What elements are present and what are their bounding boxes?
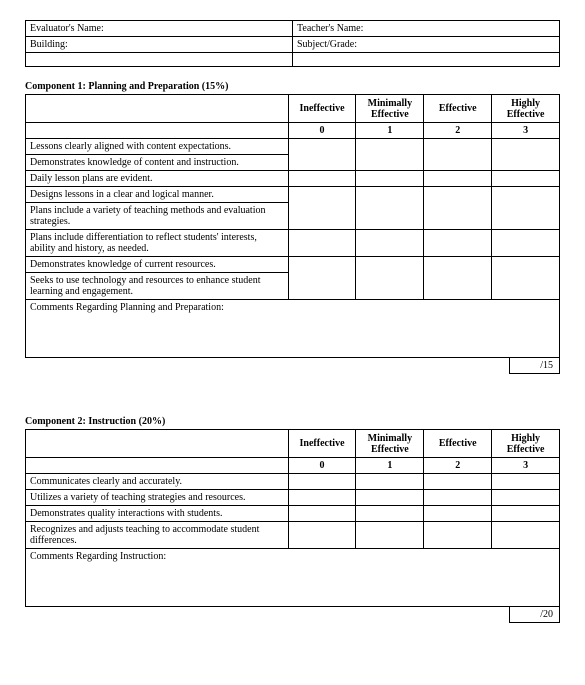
score-cell: 1 [356,123,424,139]
rating-header: Ineffective [288,430,356,458]
rating-cell [424,506,492,522]
rating-cell [492,230,560,257]
item-cell: Lessons clearly aligned with content exp… [26,139,289,155]
rating-cell [492,490,560,506]
item-cell: Demonstrates knowledge of content and in… [26,155,289,171]
rating-cell [356,230,424,257]
subject-cell: Subject/Grade: [293,37,560,53]
blank-cell [26,458,289,474]
score-cell: 0 [288,458,356,474]
item-cell: Daily lesson plans are evident. [26,171,289,187]
rating-cell [288,139,356,171]
rating-cell [288,474,356,490]
component1-table: Ineffective Minimally Effective Effectiv… [25,94,560,358]
rating-cell [424,139,492,171]
rating-cell [492,171,560,187]
item-cell: Designs lessons in a clear and logical m… [26,187,289,203]
rating-cell [424,230,492,257]
blank-header [26,430,289,458]
rating-cell [356,474,424,490]
comments-cell: Comments Regarding Planning and Preparat… [26,300,560,358]
item-cell: Plans include differentiation to reflect… [26,230,289,257]
rating-cell [356,257,424,300]
item-cell: Plans include a variety of teaching meth… [26,203,289,230]
score-cell: 3 [492,458,560,474]
rating-header: Minimally Effective [356,430,424,458]
rating-header: Effective [424,430,492,458]
rating-cell [356,490,424,506]
rating-cell [288,490,356,506]
rating-cell [288,257,356,300]
rating-cell [424,257,492,300]
rating-header: Highly Effective [492,430,560,458]
teacher-name-cell: Teacher's Name: [293,21,560,37]
item-cell: Recognizes and adjusts teaching to accom… [26,522,289,549]
rating-cell [492,257,560,300]
rating-cell [492,474,560,490]
rating-header: Highly Effective [492,95,560,123]
item-cell: Communicates clearly and accurately. [26,474,289,490]
score-cell: 3 [492,123,560,139]
rating-cell [288,506,356,522]
rating-cell [424,187,492,230]
blank-cell [293,53,560,67]
component2-total: /20 [509,607,560,623]
score-cell: 1 [356,458,424,474]
blank-cell [26,53,293,67]
rating-cell [356,506,424,522]
score-cell: 2 [424,123,492,139]
rating-cell [424,490,492,506]
item-cell: Seeks to use technology and resources to… [26,273,289,300]
item-cell: Demonstrates quality interactions with s… [26,506,289,522]
rating-cell [288,522,356,549]
blank-header [26,95,289,123]
rating-header: Ineffective [288,95,356,123]
score-cell: 0 [288,123,356,139]
rating-cell [492,506,560,522]
rating-cell [492,139,560,171]
rating-cell [424,474,492,490]
rating-cell [356,171,424,187]
rating-cell [356,522,424,549]
item-cell: Utilizes a variety of teaching strategie… [26,490,289,506]
building-cell: Building: [26,37,293,53]
component2-title: Component 2: Instruction (20%) [25,416,560,427]
score-cell: 2 [424,458,492,474]
info-table: Evaluator's Name: Teacher's Name: Buildi… [25,20,560,67]
rating-cell [288,187,356,230]
rating-cell [356,139,424,171]
component2-table: Ineffective Minimally Effective Effectiv… [25,429,560,607]
rating-cell [288,230,356,257]
evaluator-name-cell: Evaluator's Name: [26,21,293,37]
rating-cell [424,522,492,549]
component1-total: /15 [509,358,560,374]
rating-cell [492,187,560,230]
rating-header: Effective [424,95,492,123]
rating-header: Minimally Effective [356,95,424,123]
rating-cell [288,171,356,187]
item-cell: Demonstrates knowledge of current resour… [26,257,289,273]
rating-cell [424,171,492,187]
blank-cell [26,123,289,139]
component1-title: Component 1: Planning and Preparation (1… [25,81,560,92]
rating-cell [356,187,424,230]
comments-cell: Comments Regarding Instruction: [26,549,560,607]
rating-cell [492,522,560,549]
